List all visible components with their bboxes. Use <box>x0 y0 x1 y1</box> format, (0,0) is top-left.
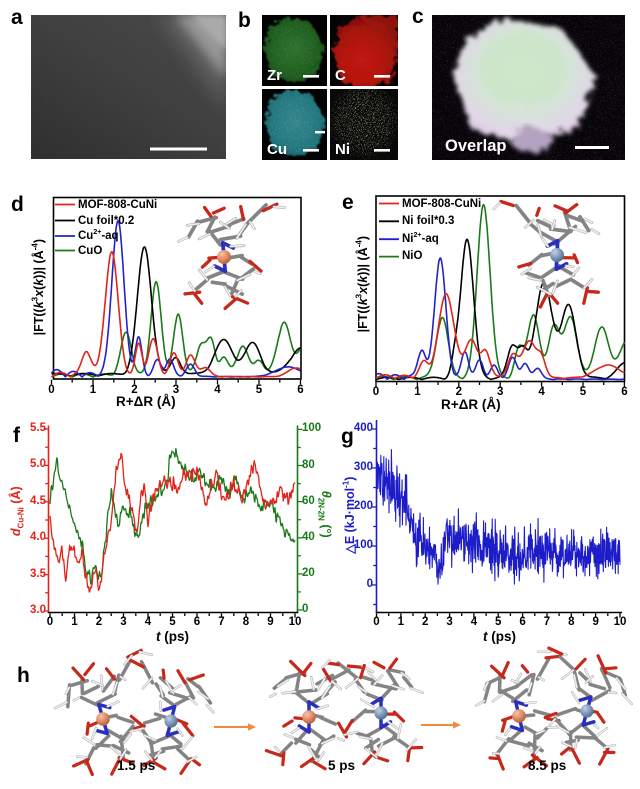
svg-text:Overlap: Overlap <box>445 137 506 155</box>
svg-text:C: C <box>335 67 346 84</box>
svg-text:Ni: Ni <box>335 141 350 158</box>
svg-text:Zr: Zr <box>267 67 282 84</box>
svg-text:Cu: Cu <box>267 141 287 158</box>
